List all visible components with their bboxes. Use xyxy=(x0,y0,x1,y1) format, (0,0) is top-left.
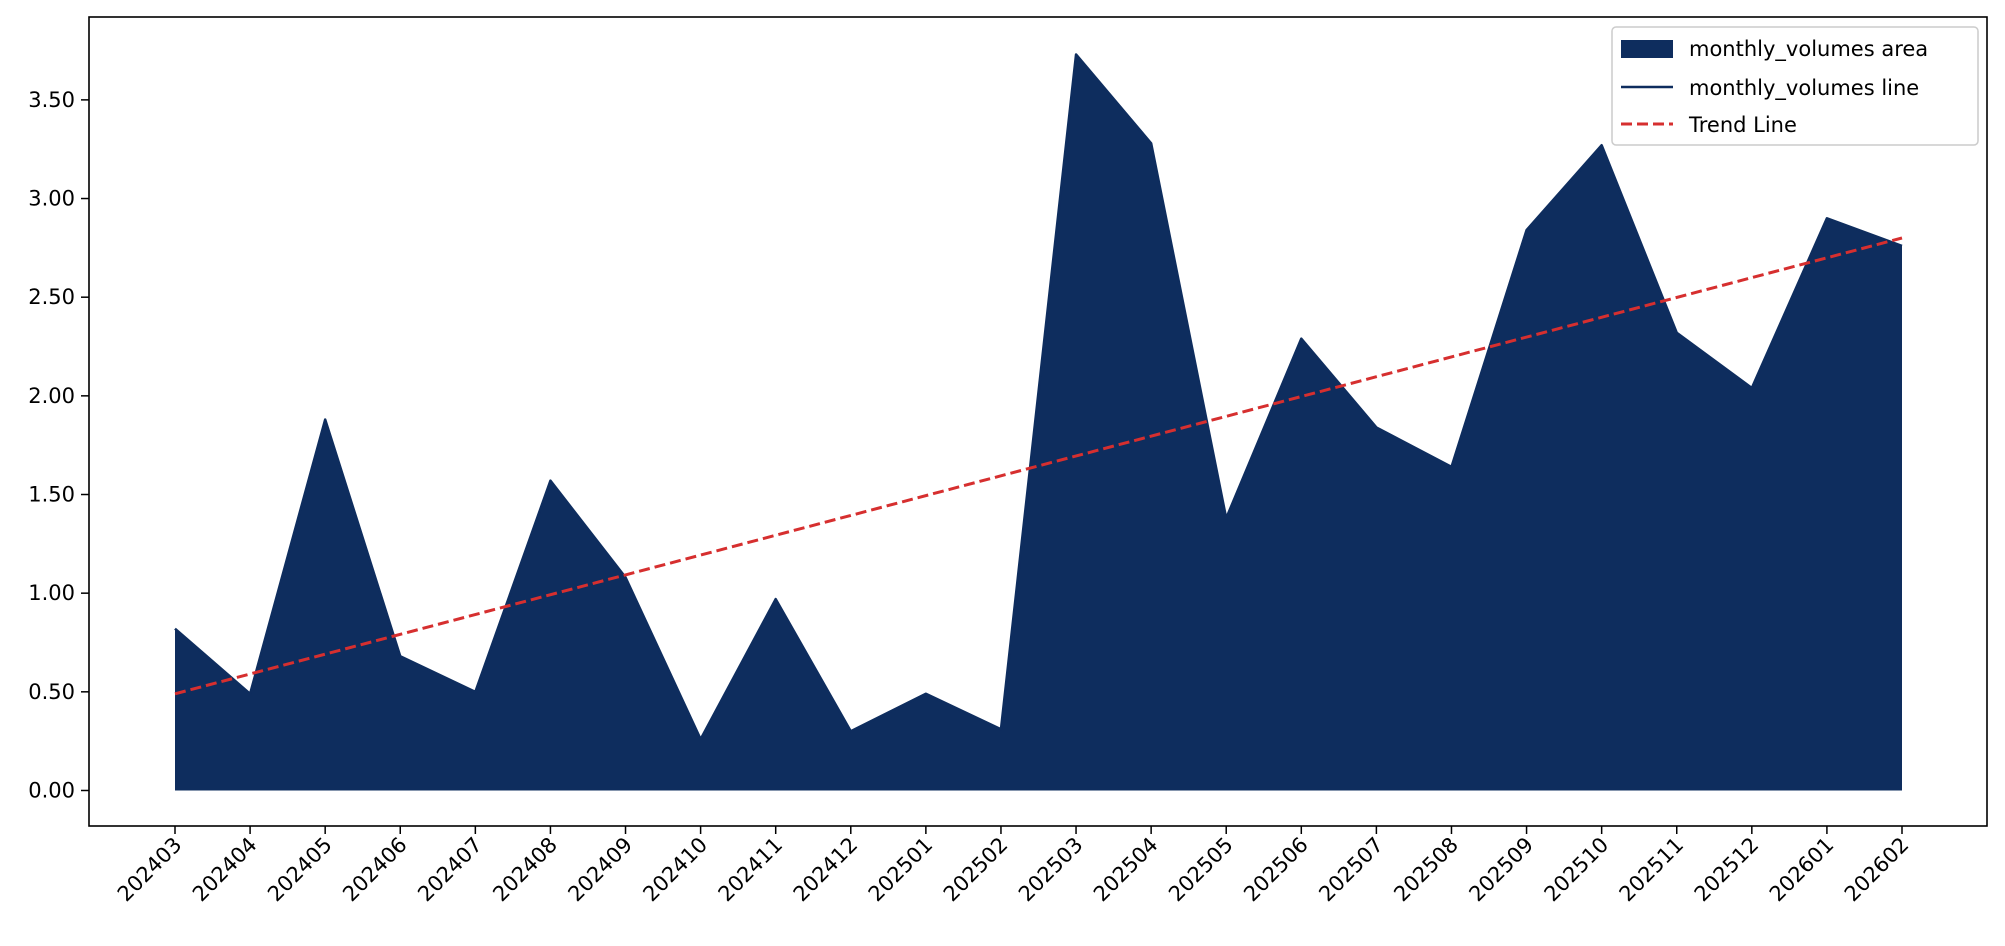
legend-label-trend: Trend Line xyxy=(1688,113,1797,137)
x-axis: 202403 202404 202405 202406 202407 202408 2024… xyxy=(113,826,1914,906)
x-tick-label: 202501 xyxy=(864,833,938,907)
x-tick-label: 202506 xyxy=(1239,833,1313,907)
x-tick-label: 202510 xyxy=(1540,833,1614,907)
y-axis: 0.00 0.50 1.00 1.50 2.00 2.50 3.00 3.50 xyxy=(28,88,89,802)
y-tick-label: 3.50 xyxy=(28,88,75,112)
series-line xyxy=(174,53,1903,741)
trend-layer xyxy=(174,236,1903,696)
x-tick-label: 202507 xyxy=(1314,833,1388,907)
x-tick-label: 202508 xyxy=(1389,833,1463,907)
y-tick-label: 2.50 xyxy=(28,285,75,309)
x-tick-label: 202411 xyxy=(714,833,788,907)
x-tick-label: 202408 xyxy=(488,833,562,907)
x-tick-label: 202407 xyxy=(413,833,487,907)
y-tick-label: 3.00 xyxy=(28,187,75,211)
legend: monthly_volumes area monthly_volumes lin… xyxy=(1611,26,1979,146)
x-tick-label: 202505 xyxy=(1164,833,1238,907)
legend-box xyxy=(1611,26,1979,146)
x-tick-label: 202406 xyxy=(338,833,412,907)
x-tick-label: 202509 xyxy=(1464,833,1538,907)
y-tick-label: 2.00 xyxy=(28,384,75,408)
x-tick-label: 202412 xyxy=(789,833,863,907)
line-layer xyxy=(174,53,1903,741)
y-tick-label: 0.50 xyxy=(28,680,75,704)
x-tick-label: 202410 xyxy=(638,833,712,907)
trend-line xyxy=(174,236,1903,696)
x-tick-label: 202404 xyxy=(188,833,262,907)
y-tick-label: 1.00 xyxy=(28,581,75,605)
y-tick-label: 0.00 xyxy=(28,778,75,802)
plot-frame xyxy=(88,16,1988,827)
x-tick-label: 202511 xyxy=(1615,833,1689,907)
x-tick-label: 202503 xyxy=(1014,833,1088,907)
legend-swatch-area xyxy=(1621,40,1673,58)
area-fill xyxy=(175,54,1902,791)
x-tick-label: 202409 xyxy=(563,833,637,907)
x-tick-label: 202512 xyxy=(1690,833,1764,907)
x-tick-label: 202502 xyxy=(939,833,1013,907)
y-tick-label: 1.50 xyxy=(28,483,75,507)
x-tick-label: 202405 xyxy=(263,833,337,907)
legend-label-area: monthly_volumes area xyxy=(1689,37,1928,62)
x-tick-label: 202601 xyxy=(1765,833,1839,907)
x-tick-label: 202602 xyxy=(1840,833,1914,907)
x-tick-label: 202504 xyxy=(1089,833,1163,907)
area-layer xyxy=(175,54,1902,791)
x-tick-label: 202403 xyxy=(113,833,187,907)
legend-label-line: monthly_volumes line xyxy=(1689,76,1919,101)
